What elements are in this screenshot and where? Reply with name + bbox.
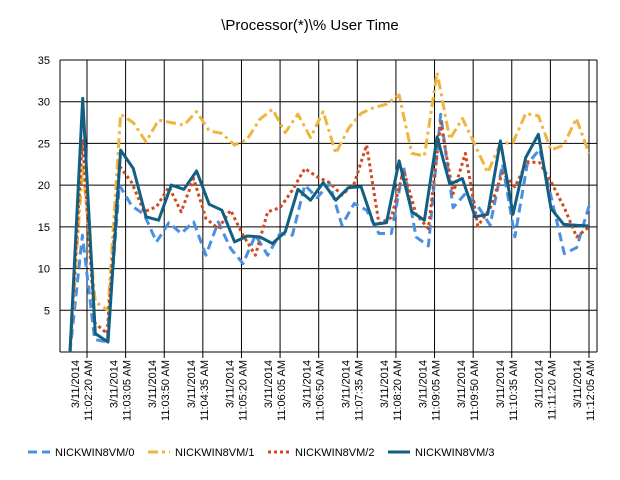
x-tick-date: 3/11/2014: [340, 360, 352, 408]
x-tick-label: 3/11/2014 11:03:05 AM: [109, 360, 134, 421]
y-tick-label: 35: [38, 55, 50, 67]
x-tick-time: 11:05:20 AM: [237, 360, 249, 421]
y-tick-label: 30: [38, 97, 50, 109]
x-tick-time: 11:03:50 AM: [160, 360, 172, 421]
x-tick-label: 3/11/2014 11:09:05 AM: [418, 360, 443, 421]
x-tick-label: 3/11/2014 11:06:50 AM: [302, 360, 327, 421]
x-tick-time: 11:10:35 AM: [508, 360, 520, 421]
x-tick-label: 3/11/2014 11:05:20 AM: [224, 360, 249, 421]
x-tick-label: 3/11/2014 11:09:50 AM: [456, 360, 481, 421]
x-tick-date: 3/11/2014: [418, 360, 430, 408]
x-tick-date: 3/11/2014: [263, 360, 275, 408]
grid: [59, 59, 598, 358]
x-tick-label: 3/11/2014 11:10:35 AM: [495, 360, 520, 421]
series-line-1: [68, 71, 591, 353]
x-tick-time: 11:03:05 AM: [122, 360, 134, 421]
x-tick-label: 3/11/2014 11:02:20 AM: [70, 360, 95, 421]
series-lines: [68, 71, 591, 353]
x-tick-time: 11:12:05 AM: [585, 360, 597, 421]
x-tick-date: 3/11/2014: [109, 360, 121, 408]
x-tick-time: 11:06:05 AM: [276, 360, 288, 421]
legend-label-0: NICKWIN8VM/0: [55, 447, 134, 459]
x-tick-date: 3/11/2014: [533, 360, 545, 408]
x-tick-time: 11:04:35 AM: [199, 360, 211, 421]
series-line-2: [68, 121, 590, 353]
legend-label-2: NICKWIN8VM/2: [295, 447, 374, 459]
x-tick-time: 11:09:05 AM: [431, 360, 443, 421]
y-tick-label: 20: [38, 180, 50, 192]
x-tick-label: 3/11/2014 11:04:35 AM: [186, 360, 211, 421]
x-tick-date: 3/11/2014: [379, 360, 391, 408]
x-tick-label: 3/11/2014 11:06:05 AM: [263, 360, 288, 421]
x-tick-date: 3/11/2014: [147, 360, 159, 408]
x-tick-time: 11:09:50 AM: [469, 360, 481, 421]
legend-label-1: NICKWIN8VM/1: [175, 447, 254, 459]
x-tick-label: 3/11/2014 11:03:50 AM: [147, 360, 172, 421]
x-axis: 3/11/2014 11:02:20 AM 3/11/2014 11:03:05 AM…: [70, 360, 597, 421]
x-tick-label: 3/11/2014 11:07:35 AM: [340, 360, 365, 421]
chart-title: \Processor(*)\% User Time: [221, 17, 399, 34]
series-line-0: [68, 112, 591, 353]
x-tick-date: 3/11/2014: [495, 360, 507, 408]
x-tick-label: 3/11/2014 11:11:20 AM: [533, 360, 558, 420]
x-tick-date: 3/11/2014: [456, 360, 468, 408]
x-tick-time: 11:08:20 AM: [392, 360, 404, 421]
x-tick-time: 11:02:20 AM: [83, 360, 95, 421]
x-tick-date: 3/11/2014: [224, 360, 236, 408]
series-line-3: [68, 96, 590, 353]
y-tick-label: 25: [38, 138, 50, 150]
x-tick-label: 3/11/2014 11:08:20 AM: [379, 360, 404, 421]
x-tick-time: 11:06:50 AM: [315, 360, 327, 421]
y-tick-label: 10: [38, 264, 50, 276]
legend: NICKWIN8VM/0 NICKWIN8VM/1 NICKWIN8VM/2 NICK…: [28, 447, 494, 459]
y-tick-label: 15: [38, 222, 50, 234]
x-tick-label: 3/11/2014 11:12:05 AM: [572, 360, 597, 421]
x-tick-date: 3/11/2014: [572, 360, 584, 408]
x-tick-time: 11:11:20 AM: [546, 360, 558, 420]
x-tick-date: 3/11/2014: [186, 360, 198, 408]
legend-label-3: NICKWIN8VM/3: [415, 447, 494, 459]
y-axis: 5 10 15 20 25 30 35: [38, 55, 50, 317]
x-tick-date: 3/11/2014: [70, 360, 82, 408]
x-tick-date: 3/11/2014: [302, 360, 314, 408]
x-tick-time: 11:07:35 AM: [353, 360, 365, 421]
y-tick-label: 5: [44, 305, 50, 317]
